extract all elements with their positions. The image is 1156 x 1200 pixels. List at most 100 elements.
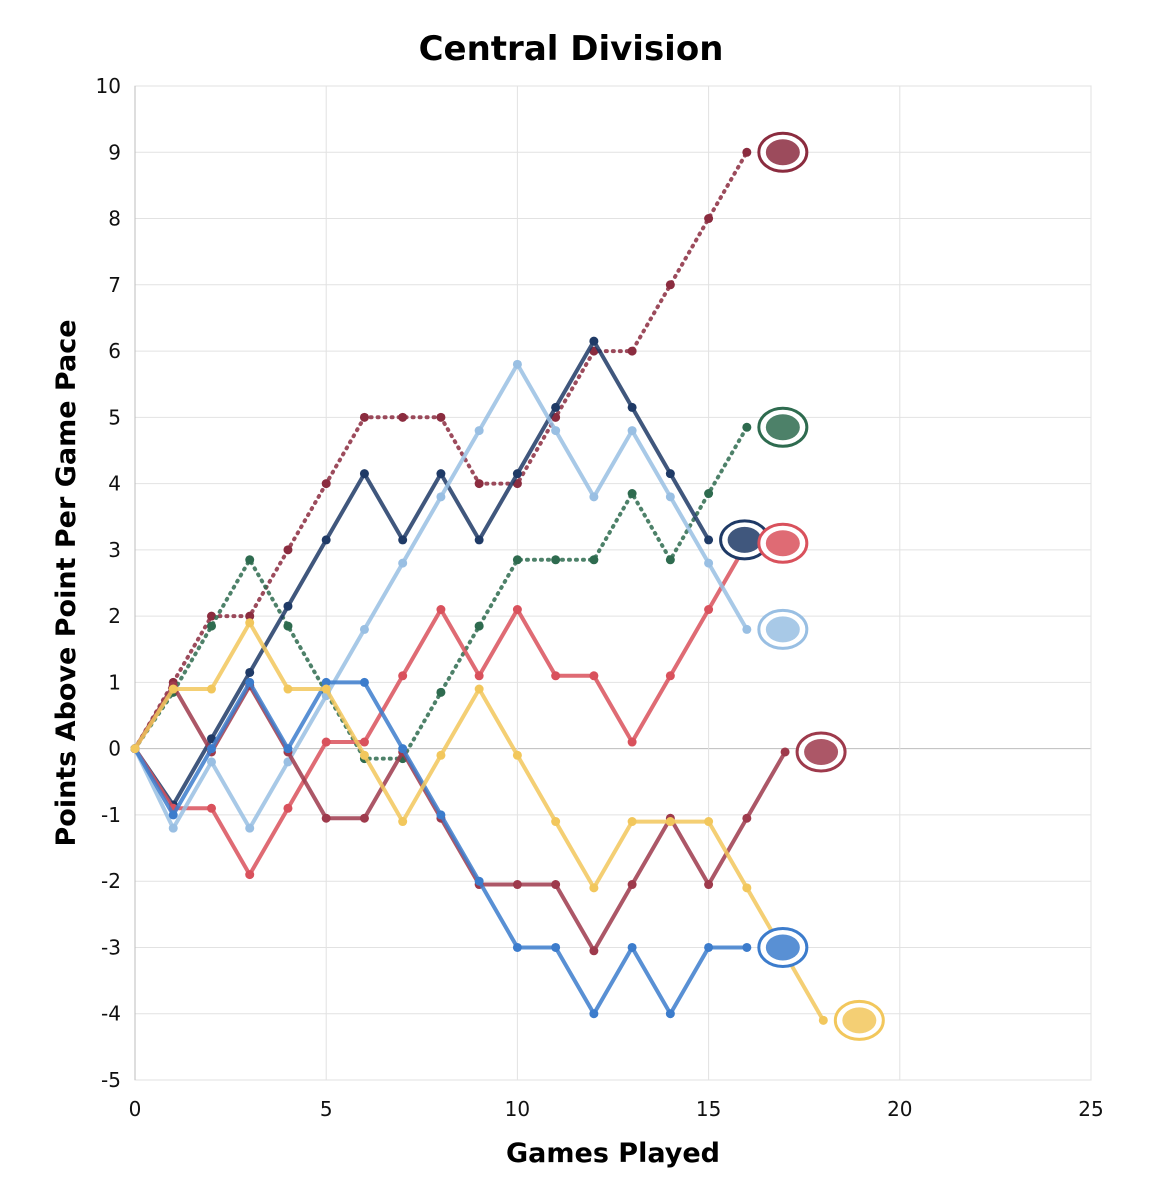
data-point bbox=[780, 747, 790, 757]
data-point bbox=[512, 750, 522, 760]
data-point bbox=[283, 601, 293, 611]
team-logos bbox=[719, 131, 885, 1041]
data-point bbox=[589, 555, 599, 565]
data-point bbox=[245, 618, 255, 628]
data-point bbox=[551, 555, 561, 565]
data-point bbox=[742, 624, 752, 634]
data-point bbox=[436, 412, 446, 422]
y-tick-label: -5 bbox=[101, 1068, 121, 1092]
x-tick-label: 20 bbox=[887, 1097, 912, 1121]
data-point bbox=[704, 605, 714, 615]
y-tick-label: 3 bbox=[108, 538, 121, 562]
grid-lines bbox=[134, 85, 1092, 1081]
data-point bbox=[245, 555, 255, 565]
data-point bbox=[551, 426, 561, 436]
data-point bbox=[474, 535, 484, 545]
dal-logo-icon bbox=[757, 406, 809, 448]
data-point bbox=[551, 942, 561, 952]
data-point bbox=[512, 605, 522, 615]
data-point bbox=[704, 942, 714, 952]
data-point bbox=[704, 880, 714, 890]
y-tick-label: -4 bbox=[101, 1002, 121, 1026]
data-point bbox=[321, 813, 331, 823]
data-point bbox=[589, 336, 599, 346]
y-tick-label: 9 bbox=[108, 140, 121, 164]
data-point bbox=[321, 479, 331, 489]
y-tick-label: -1 bbox=[101, 803, 121, 827]
data-point bbox=[589, 946, 599, 956]
data-point bbox=[359, 677, 369, 687]
data-point bbox=[436, 492, 446, 502]
data-point bbox=[245, 677, 255, 687]
y-tick-label: -3 bbox=[101, 935, 121, 959]
data-point bbox=[168, 823, 178, 833]
data-point bbox=[551, 402, 561, 412]
data-point bbox=[589, 671, 599, 681]
data-point bbox=[206, 621, 216, 631]
data-point bbox=[742, 147, 752, 157]
data-point bbox=[321, 535, 331, 545]
data-point bbox=[474, 671, 484, 681]
data-point bbox=[665, 469, 675, 479]
data-point bbox=[704, 558, 714, 568]
data-point bbox=[168, 684, 178, 694]
data-point bbox=[665, 555, 675, 565]
x-tick-label: 25 bbox=[1078, 1097, 1103, 1121]
y-tick-label: 8 bbox=[108, 207, 121, 231]
data-point bbox=[436, 469, 446, 479]
data-point bbox=[704, 489, 714, 499]
x-axis-ticks: 0 5 10 15 20 25 bbox=[129, 1097, 1104, 1121]
y-tick-label: 4 bbox=[108, 472, 121, 496]
data-point bbox=[474, 621, 484, 631]
data-point bbox=[206, 611, 216, 621]
data-point bbox=[551, 817, 561, 827]
data-point bbox=[627, 426, 637, 436]
x-axis-title: Games Played bbox=[506, 1138, 720, 1169]
data-point bbox=[359, 469, 369, 479]
series-sea bbox=[130, 359, 752, 833]
data-point bbox=[589, 883, 599, 893]
data-point bbox=[665, 1009, 675, 1019]
y-tick-label: 10 bbox=[96, 74, 121, 98]
series-dal bbox=[130, 422, 752, 764]
y-tick-label: 2 bbox=[108, 604, 121, 628]
data-point bbox=[818, 1015, 828, 1025]
data-point bbox=[742, 883, 752, 893]
x-tick-label: 0 bbox=[129, 1097, 142, 1121]
stl-logo-icon bbox=[757, 926, 809, 968]
data-point bbox=[359, 412, 369, 422]
data-point bbox=[436, 687, 446, 697]
x-tick-label: 5 bbox=[320, 1097, 333, 1121]
data-point bbox=[436, 750, 446, 760]
data-point bbox=[436, 605, 446, 615]
data-point bbox=[512, 469, 522, 479]
nsh-logo-icon bbox=[833, 999, 885, 1041]
data-point bbox=[245, 870, 255, 880]
data-point bbox=[283, 744, 293, 754]
series-nsh bbox=[130, 618, 828, 1025]
y-axis-title: Points Above Point Per Game Pace bbox=[51, 319, 82, 846]
data-point bbox=[359, 750, 369, 760]
y-tick-label: 5 bbox=[108, 405, 121, 429]
data-point bbox=[627, 402, 637, 412]
data-point bbox=[283, 803, 293, 813]
series-stl bbox=[130, 677, 752, 1019]
data-point bbox=[474, 876, 484, 886]
sea-logo-icon bbox=[757, 608, 809, 650]
data-point bbox=[627, 942, 637, 952]
data-point bbox=[398, 535, 408, 545]
plot-area bbox=[134, 85, 1092, 1081]
data-point bbox=[398, 671, 408, 681]
data-point bbox=[206, 757, 216, 767]
data-point bbox=[589, 1009, 599, 1019]
data-point bbox=[742, 813, 752, 823]
data-point bbox=[589, 492, 599, 502]
x-tick-label: 10 bbox=[505, 1097, 530, 1121]
data-point bbox=[206, 744, 216, 754]
data-point bbox=[245, 667, 255, 677]
series-group bbox=[130, 147, 828, 1025]
data-point bbox=[627, 817, 637, 827]
data-point bbox=[398, 744, 408, 754]
data-point bbox=[359, 813, 369, 823]
